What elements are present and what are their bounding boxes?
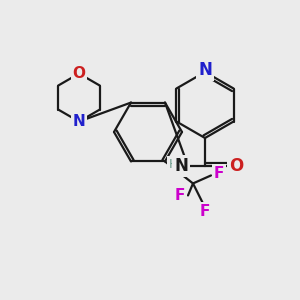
Text: N: N: [174, 157, 188, 175]
Text: F: F: [200, 204, 210, 219]
Text: N: N: [198, 61, 212, 79]
Text: O: O: [73, 66, 85, 81]
Text: O: O: [229, 157, 243, 175]
Text: N: N: [73, 114, 85, 129]
Text: F: F: [214, 166, 224, 181]
Text: F: F: [175, 188, 185, 203]
Text: H: H: [168, 158, 178, 170]
